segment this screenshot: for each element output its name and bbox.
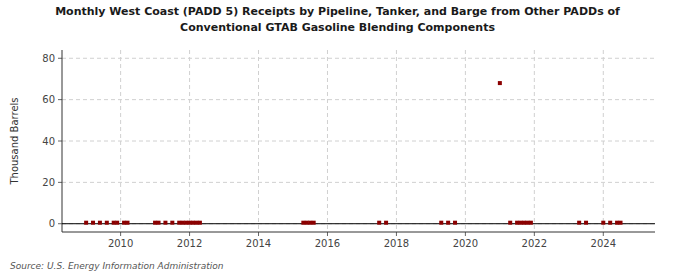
point [157,221,161,225]
grid-line [258,50,259,232]
grid-line [534,50,535,232]
grid-line [603,50,604,232]
tick-label: 40 [42,136,55,147]
grid-line [327,50,328,232]
point [301,221,305,225]
points [84,81,622,225]
point [98,221,102,225]
point [91,221,95,225]
point [191,221,195,225]
tick-label: 2010 [108,238,133,249]
point [112,221,116,225]
tick-mark [258,232,259,236]
subtitle: Conventional GTAB Gasoline Blending Comp… [180,21,495,34]
point [615,221,619,225]
tick-label: 2014 [246,238,271,249]
point [181,221,185,225]
tick-label: 2022 [522,238,547,249]
tick-mark [603,232,604,236]
y-axis-line [62,50,63,232]
tick-label: 80 [42,53,55,64]
grid [62,50,655,232]
point [601,221,605,225]
tick-label: 60 [42,94,55,105]
x-axis-line [62,232,655,233]
point [126,221,130,225]
tick-mark [120,232,121,236]
tick-mark [327,232,328,236]
point [515,221,519,225]
point [305,221,309,225]
tick-mark [396,232,397,236]
point [198,221,202,225]
tick-label: 2024 [591,238,616,249]
point [439,221,443,225]
grid-line [62,99,655,100]
grid-line [189,50,190,232]
tick-label: 20 [42,177,55,188]
tick-mark [58,99,62,100]
tick-label: 0 [49,218,55,229]
point [105,221,109,225]
chart: Monthly West Coast (PADD 5) Receipts by … [0,0,675,275]
grid-line [120,50,121,232]
grid-line [62,182,655,183]
title: Monthly West Coast (PADD 5) Receipts by … [55,5,620,18]
point [170,221,174,225]
source-note: Source: U.S. Energy Information Administ… [10,261,224,271]
point [519,221,523,225]
grid-line [62,223,655,224]
point [619,221,623,225]
tick-mark [58,223,62,224]
point [115,221,119,225]
point [377,221,381,225]
tick-mark [189,232,190,236]
point [84,221,88,225]
point [308,221,312,225]
point [525,221,529,225]
tick-mark [58,182,62,183]
point [584,221,588,225]
point [498,81,502,85]
zero-line [62,223,655,224]
point [608,221,612,225]
tick-label: 2018 [384,238,409,249]
tick-label: 2016 [315,238,340,249]
point [194,221,198,225]
tick-label: 2020 [453,238,478,249]
point [184,221,188,225]
point [188,221,192,225]
y-axis-label: Thousand Barrels [9,97,20,185]
point [153,221,157,225]
point [577,221,581,225]
tick-mark [534,232,535,236]
point [163,221,167,225]
point [122,221,126,225]
point [446,221,450,225]
point [529,221,533,225]
tick-label: 2012 [177,238,202,249]
point [508,221,512,225]
grid-line [396,50,397,232]
point [312,221,316,225]
grid-line [465,50,466,232]
tick-mark [465,232,466,236]
tick-mark [58,58,62,59]
point [384,221,388,225]
grid-line [62,58,655,59]
point [522,221,526,225]
grid-line [62,141,655,142]
point [177,221,181,225]
tick-mark [58,141,62,142]
point [453,221,457,225]
